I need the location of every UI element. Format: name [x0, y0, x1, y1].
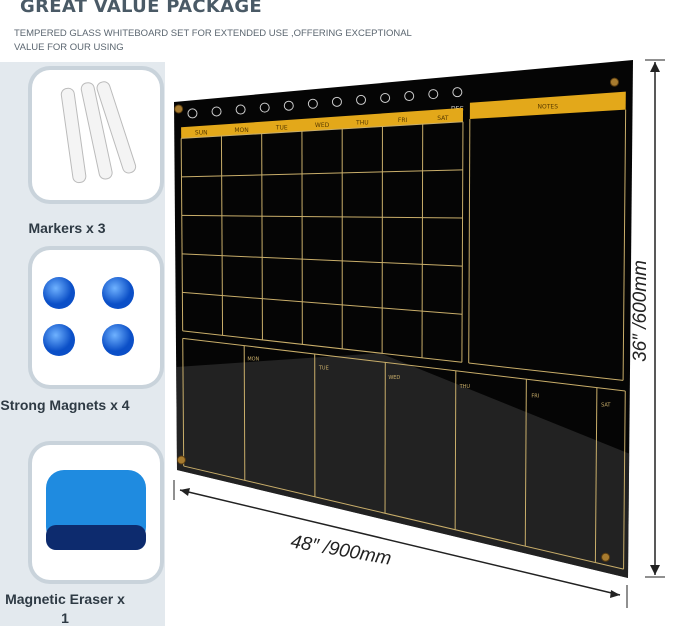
day-header: FRI	[398, 117, 408, 124]
week-divider	[455, 371, 456, 530]
day-header: TUE	[275, 125, 288, 132]
notes-label: NOTES	[538, 103, 559, 110]
day-header: MON	[234, 127, 248, 134]
week-day-label: FRI	[531, 393, 539, 399]
week-day-label: THU	[459, 384, 471, 390]
arrow-head-icon	[180, 488, 190, 496]
screw-icon	[177, 456, 185, 464]
day-header: SAT	[437, 115, 449, 122]
week-day-label: TUE	[318, 366, 329, 372]
week-divider	[244, 346, 245, 481]
screw-icon	[602, 553, 610, 561]
arrow-head-icon	[650, 62, 660, 72]
screw-icon	[175, 105, 183, 113]
day-header: THU	[355, 120, 369, 127]
week-day-label: MON	[247, 356, 259, 362]
screw-icon	[610, 78, 618, 86]
grid-line-vertical	[422, 124, 423, 358]
arrow-head-icon	[650, 565, 660, 575]
week-day-label: WED	[388, 375, 400, 381]
height-dimension: 36″ /600mm	[630, 260, 652, 362]
week-day-label: SAT	[601, 403, 611, 409]
day-header: WED	[315, 122, 330, 129]
day-header: SUN	[195, 130, 208, 137]
